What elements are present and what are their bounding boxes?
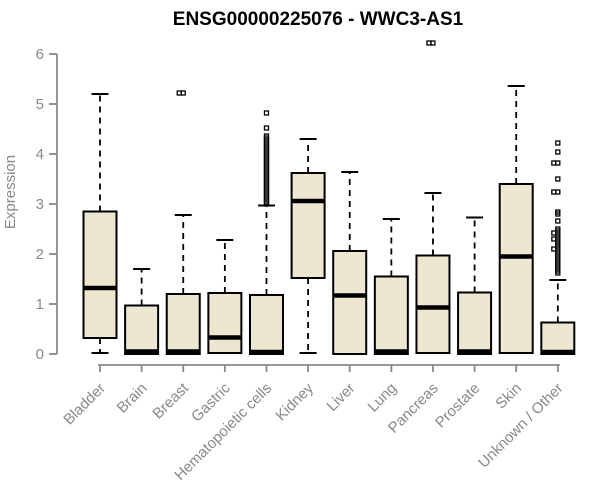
outlier-point (555, 211, 561, 217)
x-tick-label: Skin (492, 380, 525, 413)
y-axis-label: Expression (2, 155, 19, 229)
box-rect (207, 292, 243, 354)
y-tick-label: 5 (36, 96, 44, 113)
box-unknown-other (540, 140, 576, 355)
box-pancreas (415, 40, 451, 354)
box-breast (165, 90, 201, 355)
box-rect (498, 183, 534, 354)
box-rect (82, 210, 118, 339)
box-lung (373, 218, 409, 355)
outlier-point (555, 270, 561, 276)
box-rect (332, 250, 368, 355)
x-tick-label: Breast (149, 379, 192, 422)
box-prostate (457, 216, 493, 355)
box-liver (332, 171, 368, 355)
outlier-point (555, 218, 561, 224)
box-rect (290, 172, 326, 279)
y-tick-label: 2 (36, 246, 44, 263)
box-hematopoietic-cells (248, 110, 284, 355)
box-rect (457, 291, 493, 355)
outlier-point (263, 201, 270, 207)
outlier-point (263, 125, 270, 131)
y-tick-label: 4 (36, 146, 44, 163)
outlier-point (426, 40, 432, 46)
x-tick-label: Bladder (60, 380, 109, 429)
y-tick-label: 0 (36, 346, 44, 363)
y-tick-label: 1 (36, 296, 44, 313)
outlier-point (555, 149, 561, 155)
x-tick-label: Prostate (432, 380, 484, 432)
x-tick-label: Liver (324, 380, 359, 415)
box-kidney (290, 138, 326, 354)
outlier-point (555, 176, 561, 182)
y-tick-label: 6 (36, 46, 44, 63)
x-tick-label: Kidney (272, 379, 317, 424)
box-rect (124, 304, 160, 355)
outlier-point (551, 189, 557, 195)
box-brain (124, 268, 160, 355)
chart-title: ENSG00000225076 - WWC3-AS1 (173, 9, 464, 30)
outlier-point (263, 110, 270, 116)
box-skin (498, 85, 534, 354)
x-tick-label: Lung (365, 380, 401, 416)
box-rect (540, 321, 576, 355)
x-tick-label: Brain (114, 380, 151, 417)
y-tick-label: 3 (36, 196, 44, 213)
box-rect (165, 293, 201, 355)
box-series (82, 40, 576, 355)
box-bladder (82, 93, 118, 354)
box-gastric (207, 239, 243, 354)
box-rect (415, 254, 451, 354)
outlier-point (555, 140, 561, 146)
box-rect (248, 294, 284, 355)
box-rect (373, 275, 409, 355)
outlier-point (551, 160, 557, 166)
outlier-point (176, 90, 182, 96)
